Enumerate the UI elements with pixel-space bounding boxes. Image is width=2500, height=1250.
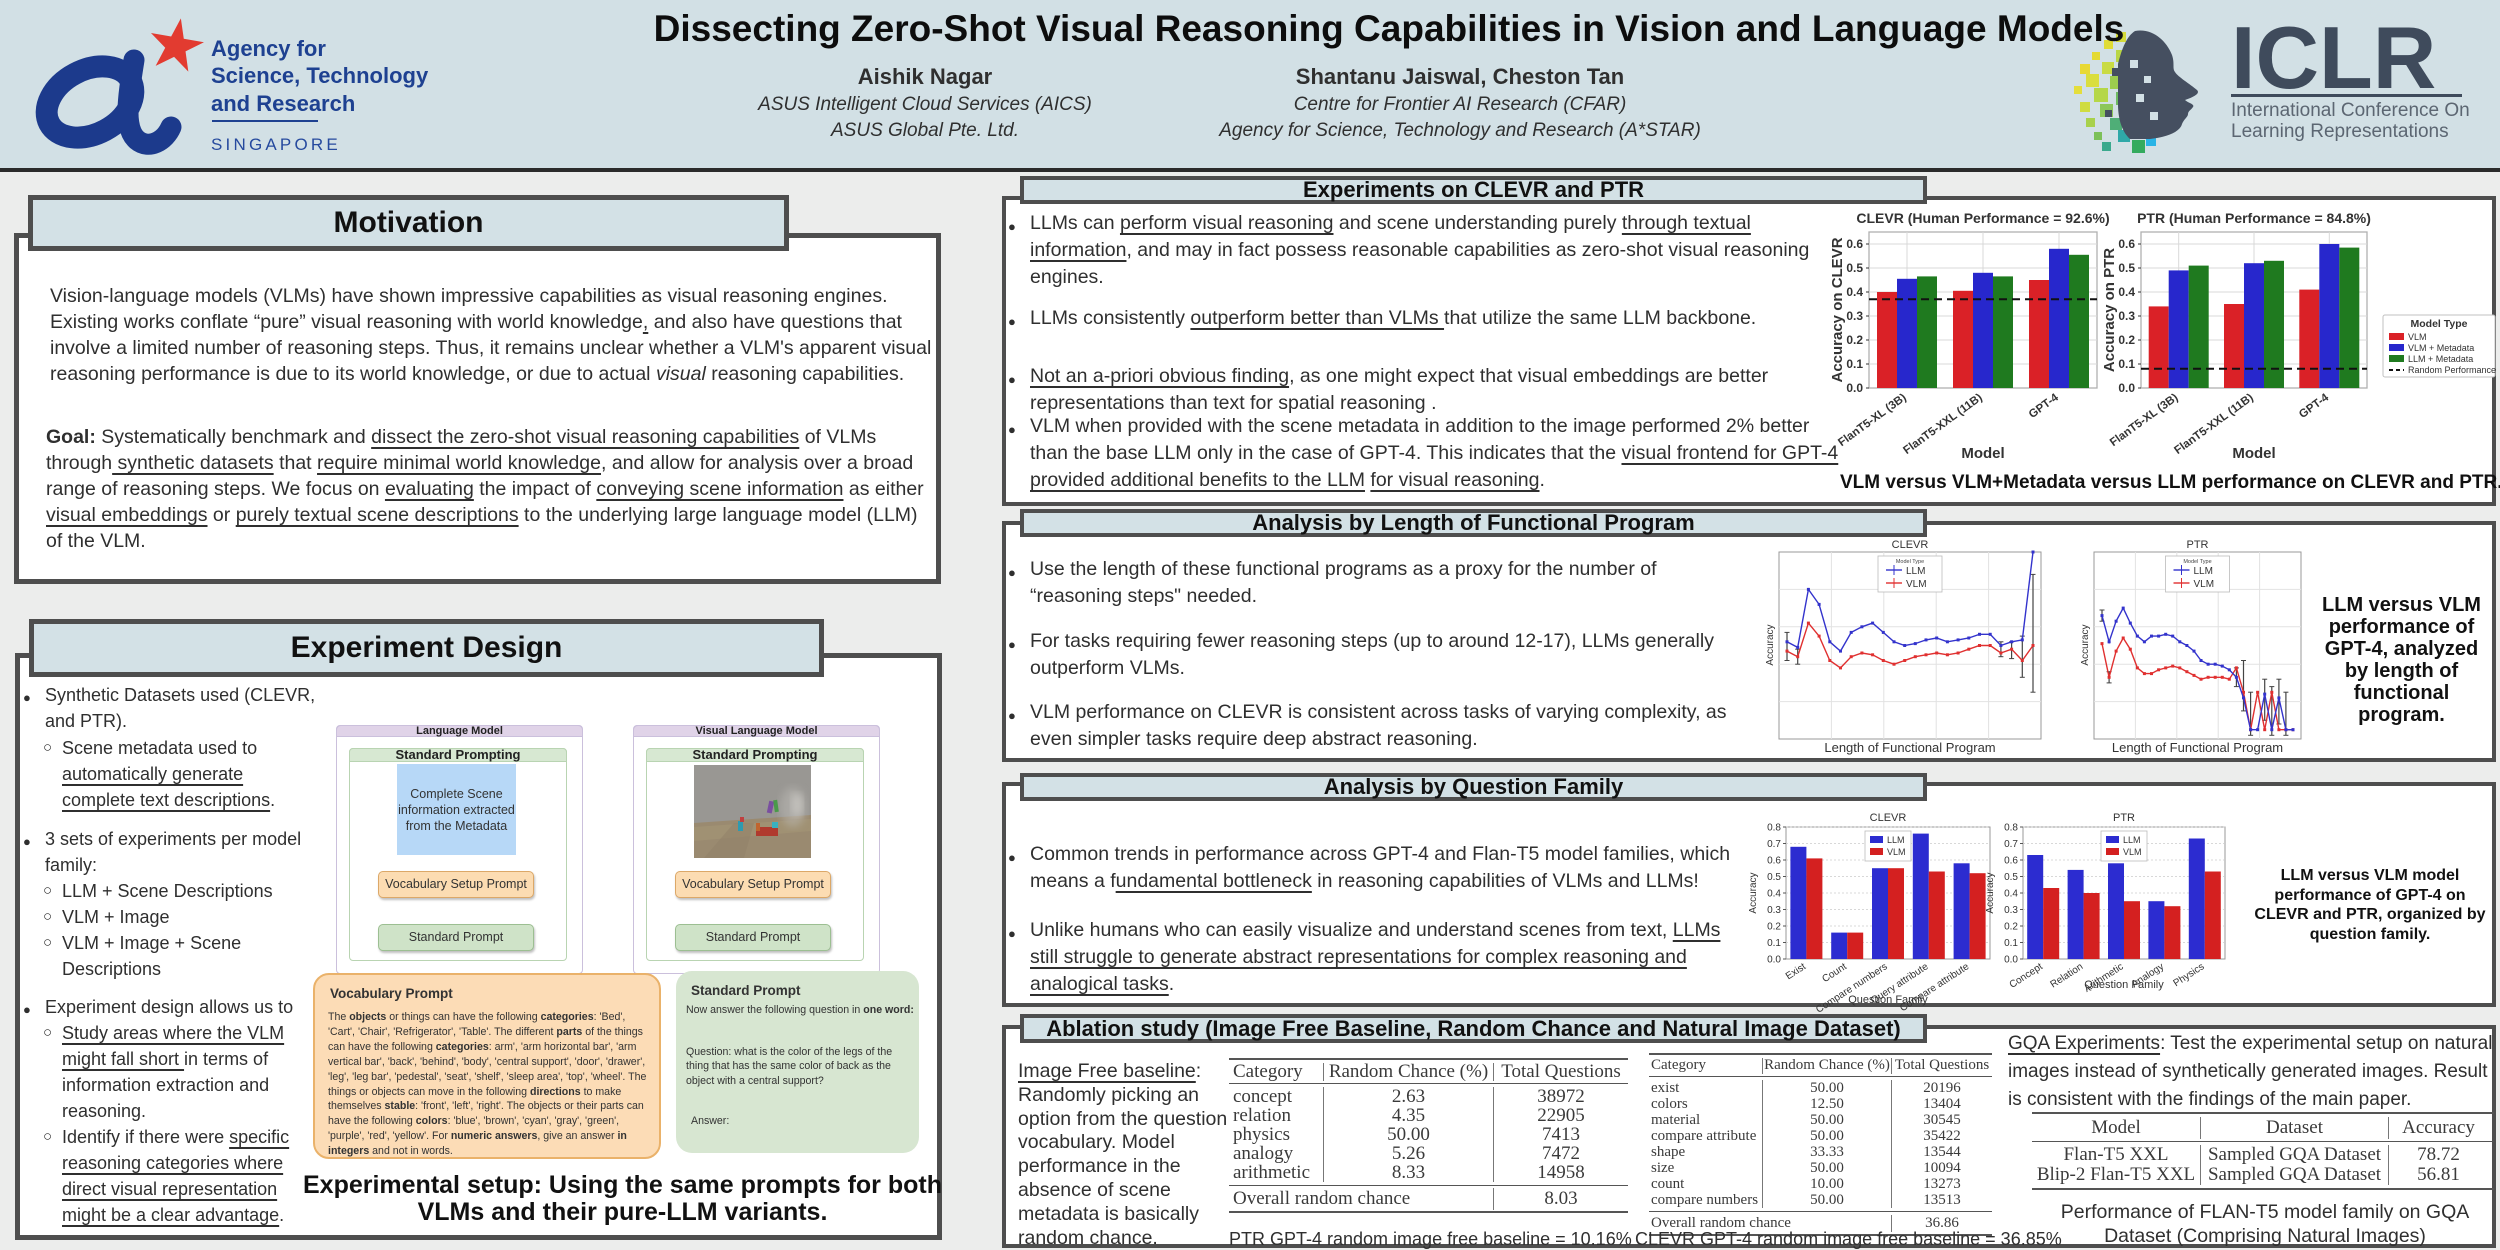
svg-text:0.6: 0.6 <box>1767 856 1781 867</box>
svg-text:0.1: 0.1 <box>1767 938 1781 949</box>
svg-text:VLM: VLM <box>1906 579 1927 590</box>
svg-text:Question Family: Question Family <box>2084 979 2164 991</box>
svg-text:Accuracy: Accuracy <box>1985 872 1996 913</box>
svg-text:GPT-4: GPT-4 <box>2297 391 2331 421</box>
svg-text:Length of Functional Program: Length of Functional Program <box>2112 740 2283 755</box>
svg-text:0.4: 0.4 <box>2004 889 2018 900</box>
svg-text:Count: Count <box>1820 961 1849 985</box>
svg-text:VLM: VLM <box>2123 847 2142 857</box>
svg-text:0.1: 0.1 <box>2118 357 2135 371</box>
svg-text:0.2: 0.2 <box>1846 333 1863 347</box>
svg-text:CLEVR: CLEVR <box>1892 539 1929 551</box>
svg-text:0.5: 0.5 <box>1846 261 1863 275</box>
svg-text:CLEVR: CLEVR <box>1870 812 1907 824</box>
svg-text:Agency for: Agency for <box>211 36 326 61</box>
svg-text:Model Type: Model Type <box>2411 318 2468 330</box>
svg-text:FlanT5-XL (3B): FlanT5-XL (3B) <box>2108 392 2181 449</box>
svg-text:and Research: and Research <box>211 91 355 116</box>
svg-text:Concept: Concept <box>2008 961 2045 991</box>
svg-text:Question Family: Question Family <box>1848 994 1928 1006</box>
svg-text:PTR: PTR <box>2187 539 2209 551</box>
svg-text:CLEVR (Human Performance = 92.: CLEVR (Human Performance = 92.6%) <box>1856 210 2109 226</box>
svg-text:Length of Functional Program: Length of Functional Program <box>1824 740 1995 755</box>
svg-text:0.3: 0.3 <box>2118 309 2135 323</box>
svg-text:Accuracy: Accuracy <box>1765 624 1776 665</box>
svg-text:0.1: 0.1 <box>2004 938 2018 949</box>
svg-text:0.6: 0.6 <box>2118 237 2135 251</box>
svg-text:VLM: VLM <box>2194 579 2215 590</box>
svg-text:VLM + Metadata: VLM + Metadata <box>2408 343 2474 353</box>
svg-text:0.4: 0.4 <box>2118 285 2135 299</box>
svg-text:Relation: Relation <box>2048 961 2085 990</box>
svg-text:0.3: 0.3 <box>2004 905 2018 916</box>
svg-text:Accuracy on PTR: Accuracy on PTR <box>2101 248 2118 372</box>
svg-text:0.4: 0.4 <box>1767 889 1781 900</box>
svg-text:FlanT5-XL (3B): FlanT5-XL (3B) <box>1836 392 1909 449</box>
svg-text:LLM: LLM <box>1906 566 1925 577</box>
svg-text:LLM + Metadata: LLM + Metadata <box>2408 354 2473 364</box>
svg-text:Accuracy: Accuracy <box>2080 624 2091 665</box>
svg-text:0.5: 0.5 <box>2118 261 2135 275</box>
svg-text:Model Type: Model Type <box>2183 559 2211 565</box>
svg-text:0.5: 0.5 <box>1767 872 1781 883</box>
svg-text:0.0: 0.0 <box>1767 955 1781 966</box>
svg-text:LLM: LLM <box>1887 835 1905 845</box>
svg-text:Physics: Physics <box>2172 961 2207 989</box>
svg-text:0.6: 0.6 <box>1846 237 1863 251</box>
svg-text:Model Type: Model Type <box>1896 559 1924 565</box>
svg-text:0.0: 0.0 <box>1846 381 1863 395</box>
svg-text:Model: Model <box>2232 445 2275 462</box>
svg-text:0.6: 0.6 <box>2004 856 2018 867</box>
svg-text:0.2: 0.2 <box>2118 333 2135 347</box>
svg-text:0.0: 0.0 <box>2004 955 2018 966</box>
svg-text:LLM: LLM <box>2123 835 2141 845</box>
svg-text:Exist: Exist <box>1784 961 1808 982</box>
svg-text:0.3: 0.3 <box>1767 905 1781 916</box>
svg-text:0.0: 0.0 <box>2118 381 2135 395</box>
svg-text:0.3: 0.3 <box>1846 309 1863 323</box>
svg-text:0.4: 0.4 <box>1846 285 1863 299</box>
svg-text:Accuracy: Accuracy <box>1748 872 1759 913</box>
svg-text:GPT-4: GPT-4 <box>2027 391 2061 421</box>
svg-text:PTR: PTR <box>2113 812 2135 824</box>
svg-text:0.2: 0.2 <box>2004 922 2018 933</box>
svg-text:LLM: LLM <box>2194 566 2213 577</box>
svg-text:0.2: 0.2 <box>1767 922 1781 933</box>
svg-text:0.8: 0.8 <box>1767 823 1781 834</box>
svg-text:0.7: 0.7 <box>1767 839 1781 850</box>
svg-text:VLM: VLM <box>2408 332 2427 342</box>
svg-text:0.5: 0.5 <box>2004 872 2018 883</box>
svg-text:VLM: VLM <box>1887 847 1906 857</box>
svg-text:PTR (Human Performance = 84.8%: PTR (Human Performance = 84.8%) <box>2137 210 2371 226</box>
svg-text:SINGAPORE: SINGAPORE <box>211 135 341 154</box>
svg-text:Compare numbers: Compare numbers <box>1814 961 1889 1015</box>
svg-text:0.8: 0.8 <box>2004 823 2018 834</box>
svg-text:Model: Model <box>1961 445 2004 462</box>
svg-text:Science, Technology: Science, Technology <box>211 63 429 88</box>
svg-text:0.1: 0.1 <box>1846 357 1863 371</box>
svg-text:Accuracy on CLEVR: Accuracy on CLEVR <box>1829 237 1846 382</box>
svg-text:0.7: 0.7 <box>2004 839 2018 850</box>
svg-text:Random Performance: Random Performance <box>2408 365 2496 375</box>
